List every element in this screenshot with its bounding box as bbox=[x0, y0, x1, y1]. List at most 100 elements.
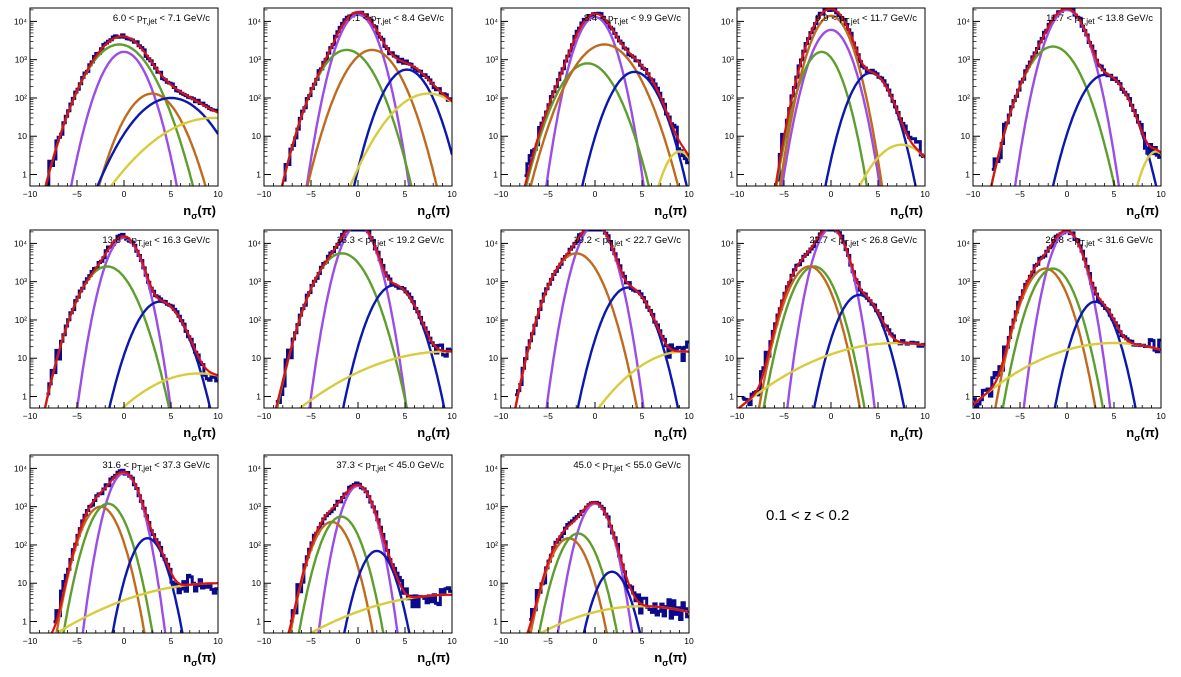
y-tick-label: 10³ bbox=[486, 502, 498, 512]
y-tick-label: 1 bbox=[256, 170, 261, 180]
x-tick-label: 5 bbox=[403, 189, 408, 199]
background-fit-curve bbox=[596, 350, 689, 408]
panel-title: 45.0 < pT,jet < 55.0 GeV/c bbox=[573, 460, 681, 473]
x-tick-label: 0 bbox=[122, 411, 127, 421]
y-tick-label: 10 bbox=[252, 578, 262, 588]
pion-fit-curve bbox=[545, 230, 645, 408]
panel-title: 11.7 < pT,jet < 13.8 GeV/c bbox=[1046, 13, 1153, 26]
y-tick-label: 10⁴ bbox=[957, 16, 970, 26]
data-histogram bbox=[53, 468, 218, 624]
x-tick-label: 0 bbox=[1065, 411, 1070, 421]
y-tick-label: 10⁴ bbox=[721, 16, 734, 26]
y-tick-label: 10 bbox=[252, 353, 262, 363]
y-tick-label: 10² bbox=[15, 540, 27, 550]
y-tick-label: 10 bbox=[18, 578, 28, 588]
background-fit-curve bbox=[973, 341, 1161, 406]
electron-fit-curve bbox=[580, 70, 688, 186]
x-tick-label: 10 bbox=[1156, 189, 1166, 199]
y-tick-label: 1 bbox=[493, 617, 498, 627]
electron-fit-curve bbox=[824, 71, 917, 186]
proton-fit-curve bbox=[537, 532, 619, 633]
proton-fit-curve bbox=[297, 515, 385, 633]
background-fit-curve bbox=[1135, 150, 1161, 186]
data-histogram bbox=[275, 230, 452, 404]
x-tick-label: 10 bbox=[213, 411, 223, 421]
pion-fit-curve bbox=[69, 50, 179, 186]
y-tick-label: 10³ bbox=[958, 277, 970, 287]
x-tick-label: −10 bbox=[23, 636, 38, 646]
x-tick-label: −10 bbox=[494, 411, 509, 421]
pion-fit-curve bbox=[81, 471, 167, 633]
y-tick-label: 10² bbox=[486, 540, 498, 550]
x-axis-label: nσ(π) bbox=[417, 650, 450, 668]
x-axis-label: nσ(π) bbox=[890, 203, 923, 221]
y-tick-label: 10² bbox=[486, 93, 498, 103]
x-axis-label: nσ(π) bbox=[417, 203, 450, 221]
x-tick-label: −10 bbox=[966, 411, 981, 421]
y-tick-label: 10⁴ bbox=[957, 238, 970, 248]
x-tick-label: 10 bbox=[447, 411, 457, 421]
x-tick-label: −10 bbox=[730, 411, 745, 421]
total-fit-curve bbox=[523, 12, 689, 186]
panel-frame bbox=[263, 229, 453, 409]
y-tick-label: 10 bbox=[961, 353, 971, 363]
panel-5: −10 −5 0 5 10 1 10 10² 10³ 10⁴ 11.7 < pT,jet < 13.… bbox=[957, 7, 1166, 221]
x-tick-label: 5 bbox=[403, 411, 408, 421]
z-range-label: 0.1 < z < 0.2 bbox=[766, 507, 850, 524]
y-tick-label: 1 bbox=[22, 392, 27, 402]
electron-fit-curve bbox=[343, 549, 411, 633]
background-fit-curve bbox=[858, 143, 925, 186]
panel-title: 37.3 < pT,jet < 45.0 GeV/c bbox=[336, 460, 444, 473]
panel-title: 19.2 < pT,jet < 22.7 GeV/c bbox=[573, 235, 681, 248]
y-tick-label: 10² bbox=[249, 540, 261, 550]
y-tick-label: 10² bbox=[958, 93, 970, 103]
total-fit-curve bbox=[774, 8, 925, 186]
proton-fit-curve bbox=[762, 265, 866, 408]
pion-fit-curve bbox=[545, 15, 645, 186]
y-tick-label: 10² bbox=[15, 315, 27, 325]
y-tick-label: 10⁴ bbox=[14, 463, 27, 473]
panel-title: 22.7 < pT,jet < 26.8 GeV/c bbox=[809, 235, 917, 248]
panel-6: −10 −5 0 5 10 1 10 10² 10³ 10⁴ 13.8 < pT,jet < 16.… bbox=[14, 229, 223, 443]
total-fit-curve bbox=[514, 230, 689, 408]
pion-fit-curve bbox=[308, 230, 408, 408]
x-tick-label: 10 bbox=[684, 189, 694, 199]
x-tick-label: 0 bbox=[356, 411, 361, 421]
x-tick-label: −5 bbox=[306, 411, 316, 421]
y-tick-label: 1 bbox=[256, 617, 261, 627]
x-axis-label: nσ(π) bbox=[183, 425, 216, 443]
y-tick-label: 10⁴ bbox=[721, 238, 734, 248]
background-fit-curve bbox=[348, 92, 452, 186]
y-tick-label: 10⁴ bbox=[248, 16, 261, 26]
electron-fit-curve bbox=[582, 570, 642, 633]
proton-fit-curve bbox=[1001, 267, 1105, 408]
panel-title: 16.3 < pT,jet < 19.2 GeV/c bbox=[336, 235, 444, 248]
panel-frame bbox=[263, 7, 453, 187]
panel-title: 26.8 < pT,jet < 31.6 GeV/c bbox=[1045, 235, 1153, 248]
y-tick-label: 1 bbox=[729, 170, 734, 180]
x-axis-label: nσ(π) bbox=[890, 425, 923, 443]
panel-12: −10 −5 0 5 10 1 10 10² 10³ 10⁴ 37.3 < pT,jet < 45.… bbox=[248, 454, 457, 668]
y-tick-label: 10³ bbox=[15, 277, 27, 287]
panel-8: −10 −5 0 5 10 1 10 10² 10³ 10⁴ 19.2 < pT,jet < 22.… bbox=[485, 229, 694, 443]
x-tick-label: 0 bbox=[356, 636, 361, 646]
x-axis-label: nσ(π) bbox=[654, 203, 687, 221]
electron-fit-curve bbox=[1053, 300, 1137, 408]
y-tick-label: 1 bbox=[22, 617, 27, 627]
kaon-fit-curve bbox=[994, 267, 1097, 408]
proton-fit-curve bbox=[775, 50, 869, 186]
kaon-fit-curve bbox=[306, 48, 439, 186]
y-tick-label: 10 bbox=[725, 131, 735, 141]
x-tick-label: 5 bbox=[403, 636, 408, 646]
electron-fit-curve bbox=[96, 96, 218, 186]
panel-title: 8.4 < pT,jet < 9.9 GeV/c bbox=[584, 13, 681, 26]
y-tick-label: 10³ bbox=[722, 55, 734, 65]
pion-fit-curve bbox=[1022, 230, 1112, 408]
x-tick-label: 0 bbox=[829, 411, 834, 421]
x-tick-label: −5 bbox=[306, 636, 316, 646]
pion-fit-curve bbox=[1013, 8, 1121, 186]
x-tick-label: −10 bbox=[494, 636, 509, 646]
data-histogram bbox=[515, 230, 689, 397]
x-tick-label: 5 bbox=[876, 411, 881, 421]
panel-4: −10 −5 0 5 10 1 10 10² 10³ 10⁴ 9.9 < pT,jet < 11.7… bbox=[721, 7, 930, 221]
